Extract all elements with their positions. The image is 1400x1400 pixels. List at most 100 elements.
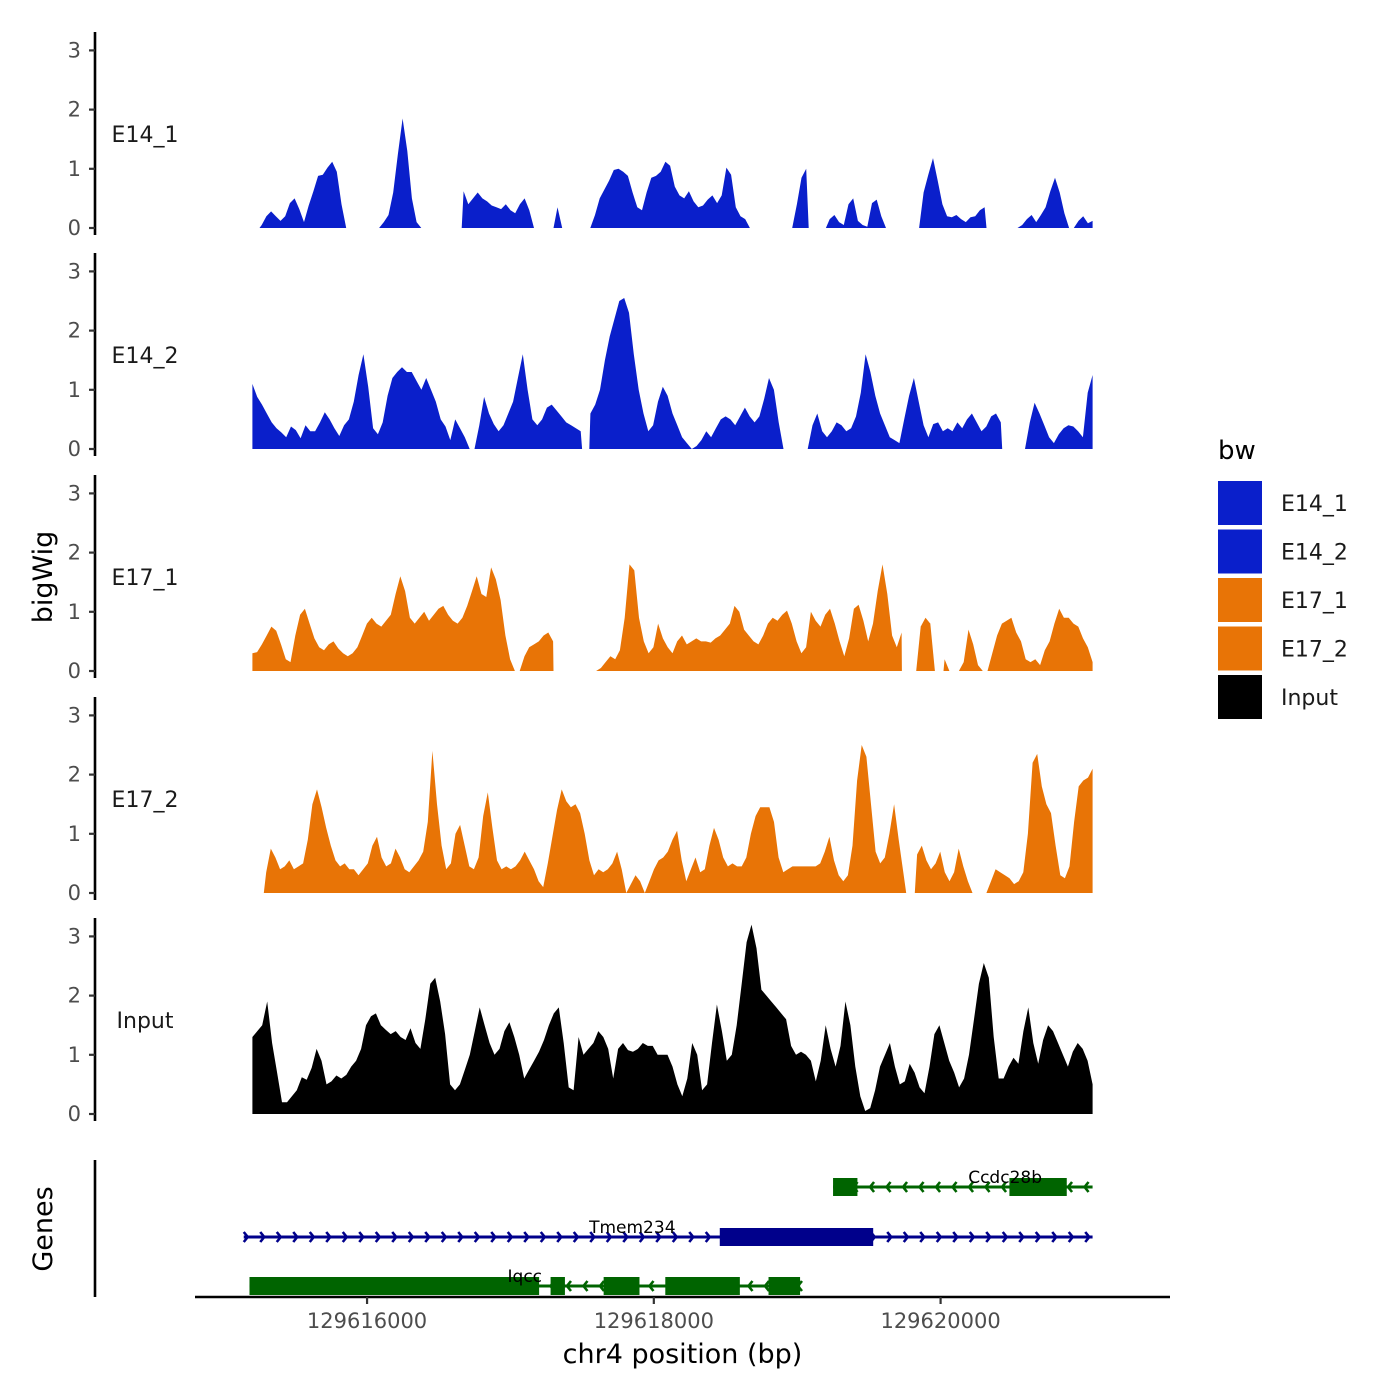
- y-tick-label: 2: [68, 98, 81, 122]
- genes-track: Genes: [28, 1160, 97, 1297]
- y-tick-label: 2: [68, 319, 81, 343]
- signal-area-segment: [252, 924, 1093, 1114]
- strand-arrow: [325, 1231, 332, 1243]
- y-tick-label: 3: [68, 481, 81, 505]
- strand-arrow: [1000, 1181, 1008, 1193]
- y-tick-label: 3: [68, 703, 81, 727]
- y-tick-label: 3: [68, 38, 81, 62]
- strand-arrow: [655, 1231, 662, 1243]
- strand-arrow: [1018, 1231, 1025, 1243]
- signal-area-segment: [1006, 177, 1093, 228]
- signal-area-segment: [252, 354, 583, 449]
- strand-arrow: [440, 1231, 448, 1243]
- strand-arrow: [523, 1231, 530, 1243]
- strand-arrow: [647, 1280, 655, 1292]
- signal-area-segment: [259, 118, 438, 228]
- gene-label-iqcc: Iqcc: [508, 1267, 543, 1287]
- legend-entry-e17-2: E17_2: [1281, 638, 1348, 663]
- strand-arrow: [704, 1231, 712, 1243]
- strand-arrow: [1034, 1231, 1042, 1243]
- x-tick-label: 129618000: [594, 1309, 714, 1333]
- strand-arrow: [407, 1231, 415, 1243]
- strand-arrow: [506, 1231, 514, 1243]
- track-input: 0 1 2 3 Input: [68, 918, 1093, 1126]
- strand-arrow: [952, 1231, 959, 1243]
- track-e14-2: 0 1 2 3 E14_2: [68, 253, 1093, 461]
- gene-ccdc28b: Ccdc28b: [833, 1168, 1093, 1196]
- strand-arrow: [638, 1231, 646, 1243]
- signal-area-segment: [567, 564, 902, 671]
- strand-arrow: [275, 1231, 283, 1243]
- exon-block: [665, 1277, 740, 1295]
- x-tick-label: 129620000: [880, 1309, 1000, 1333]
- strand-arrow: [688, 1231, 695, 1243]
- y-tick-label: 2: [68, 763, 81, 787]
- strand-arrow: [919, 1231, 926, 1243]
- legend-entry-input: Input: [1281, 686, 1338, 711]
- track-label-e17-2: E17_2: [112, 788, 179, 813]
- strand-arrow: [424, 1231, 431, 1243]
- strand-arrow: [605, 1231, 613, 1243]
- y-tick-label: 1: [68, 600, 81, 624]
- track-e17-1: 0 1 2 3 E17_1: [68, 475, 1093, 683]
- y-tick-label: 1: [68, 1043, 81, 1067]
- signal-area-segment: [916, 617, 935, 671]
- strand-arrow: [572, 1231, 580, 1243]
- strand-arrow: [565, 1280, 573, 1292]
- strand-arrow: [902, 1231, 910, 1243]
- strand-arrow: [589, 1231, 596, 1243]
- legend-entry-e17-1: E17_1: [1281, 589, 1348, 614]
- y-tick-label: 0: [68, 881, 81, 905]
- strand-arrow: [968, 1231, 976, 1243]
- x-tick-label: 129616000: [307, 1309, 427, 1333]
- strand-arrow: [671, 1231, 679, 1243]
- strand-arrow: [490, 1231, 497, 1243]
- y-tick-label: 0: [68, 659, 81, 683]
- y-tick-label: 0: [68, 437, 81, 461]
- strand-arrow: [358, 1231, 365, 1243]
- gene-tmem234: Tmem234: [242, 1218, 1093, 1246]
- strand-arrow: [763, 1280, 771, 1292]
- strand-arrow: [967, 1181, 975, 1193]
- strand-arrow: [746, 1280, 754, 1292]
- legend-entry-e14-1: E14_1: [1281, 492, 1348, 517]
- y-tick-label: 0: [68, 216, 81, 240]
- signal-area-segment: [263, 745, 907, 893]
- track-label-e14-1: E14_1: [112, 123, 179, 148]
- exon-block: [719, 1228, 874, 1246]
- signal-area-segment: [252, 567, 554, 671]
- legend-entry-e14-2: E14_2: [1281, 541, 1348, 566]
- strand-arrow: [374, 1231, 382, 1243]
- legend-swatch: [1218, 626, 1262, 671]
- exon-block: [603, 1277, 640, 1295]
- signal-area-segment: [589, 298, 788, 449]
- track-label-input: Input: [117, 1009, 174, 1034]
- strand-arrow: [983, 1181, 991, 1193]
- strand-arrow: [391, 1231, 398, 1243]
- strand-arrow: [308, 1231, 316, 1243]
- strand-arrow: [935, 1231, 943, 1243]
- y-tick-label: 3: [68, 924, 81, 948]
- signal-area-segment: [801, 354, 1003, 449]
- strand-arrow: [934, 1181, 942, 1193]
- strand-arrow: [1066, 1181, 1074, 1193]
- strand-arrow: [1084, 1231, 1091, 1243]
- strand-arrow: [622, 1231, 629, 1243]
- gene-label-tmem234: Tmem234: [588, 1218, 675, 1238]
- strand-arrow: [581, 1280, 589, 1292]
- signal-area-segment: [461, 191, 538, 228]
- strand-arrow: [292, 1231, 299, 1243]
- strand-arrow: [242, 1231, 250, 1243]
- strand-arrow: [950, 1181, 958, 1193]
- track-e17-2: 0 1 2 3 E17_2: [68, 697, 1093, 905]
- strand-arrow: [341, 1231, 349, 1243]
- signal-area-segment: [914, 753, 1093, 893]
- x-axis-title: chr4 position (bp): [563, 1339, 803, 1370]
- strand-arrow: [886, 1231, 893, 1243]
- signal-area-segment: [553, 161, 809, 228]
- exon-block: [249, 1277, 540, 1295]
- signal-area-segment: [943, 608, 1093, 671]
- legend-swatch: [1218, 675, 1262, 719]
- strand-arrow: [1082, 1181, 1090, 1193]
